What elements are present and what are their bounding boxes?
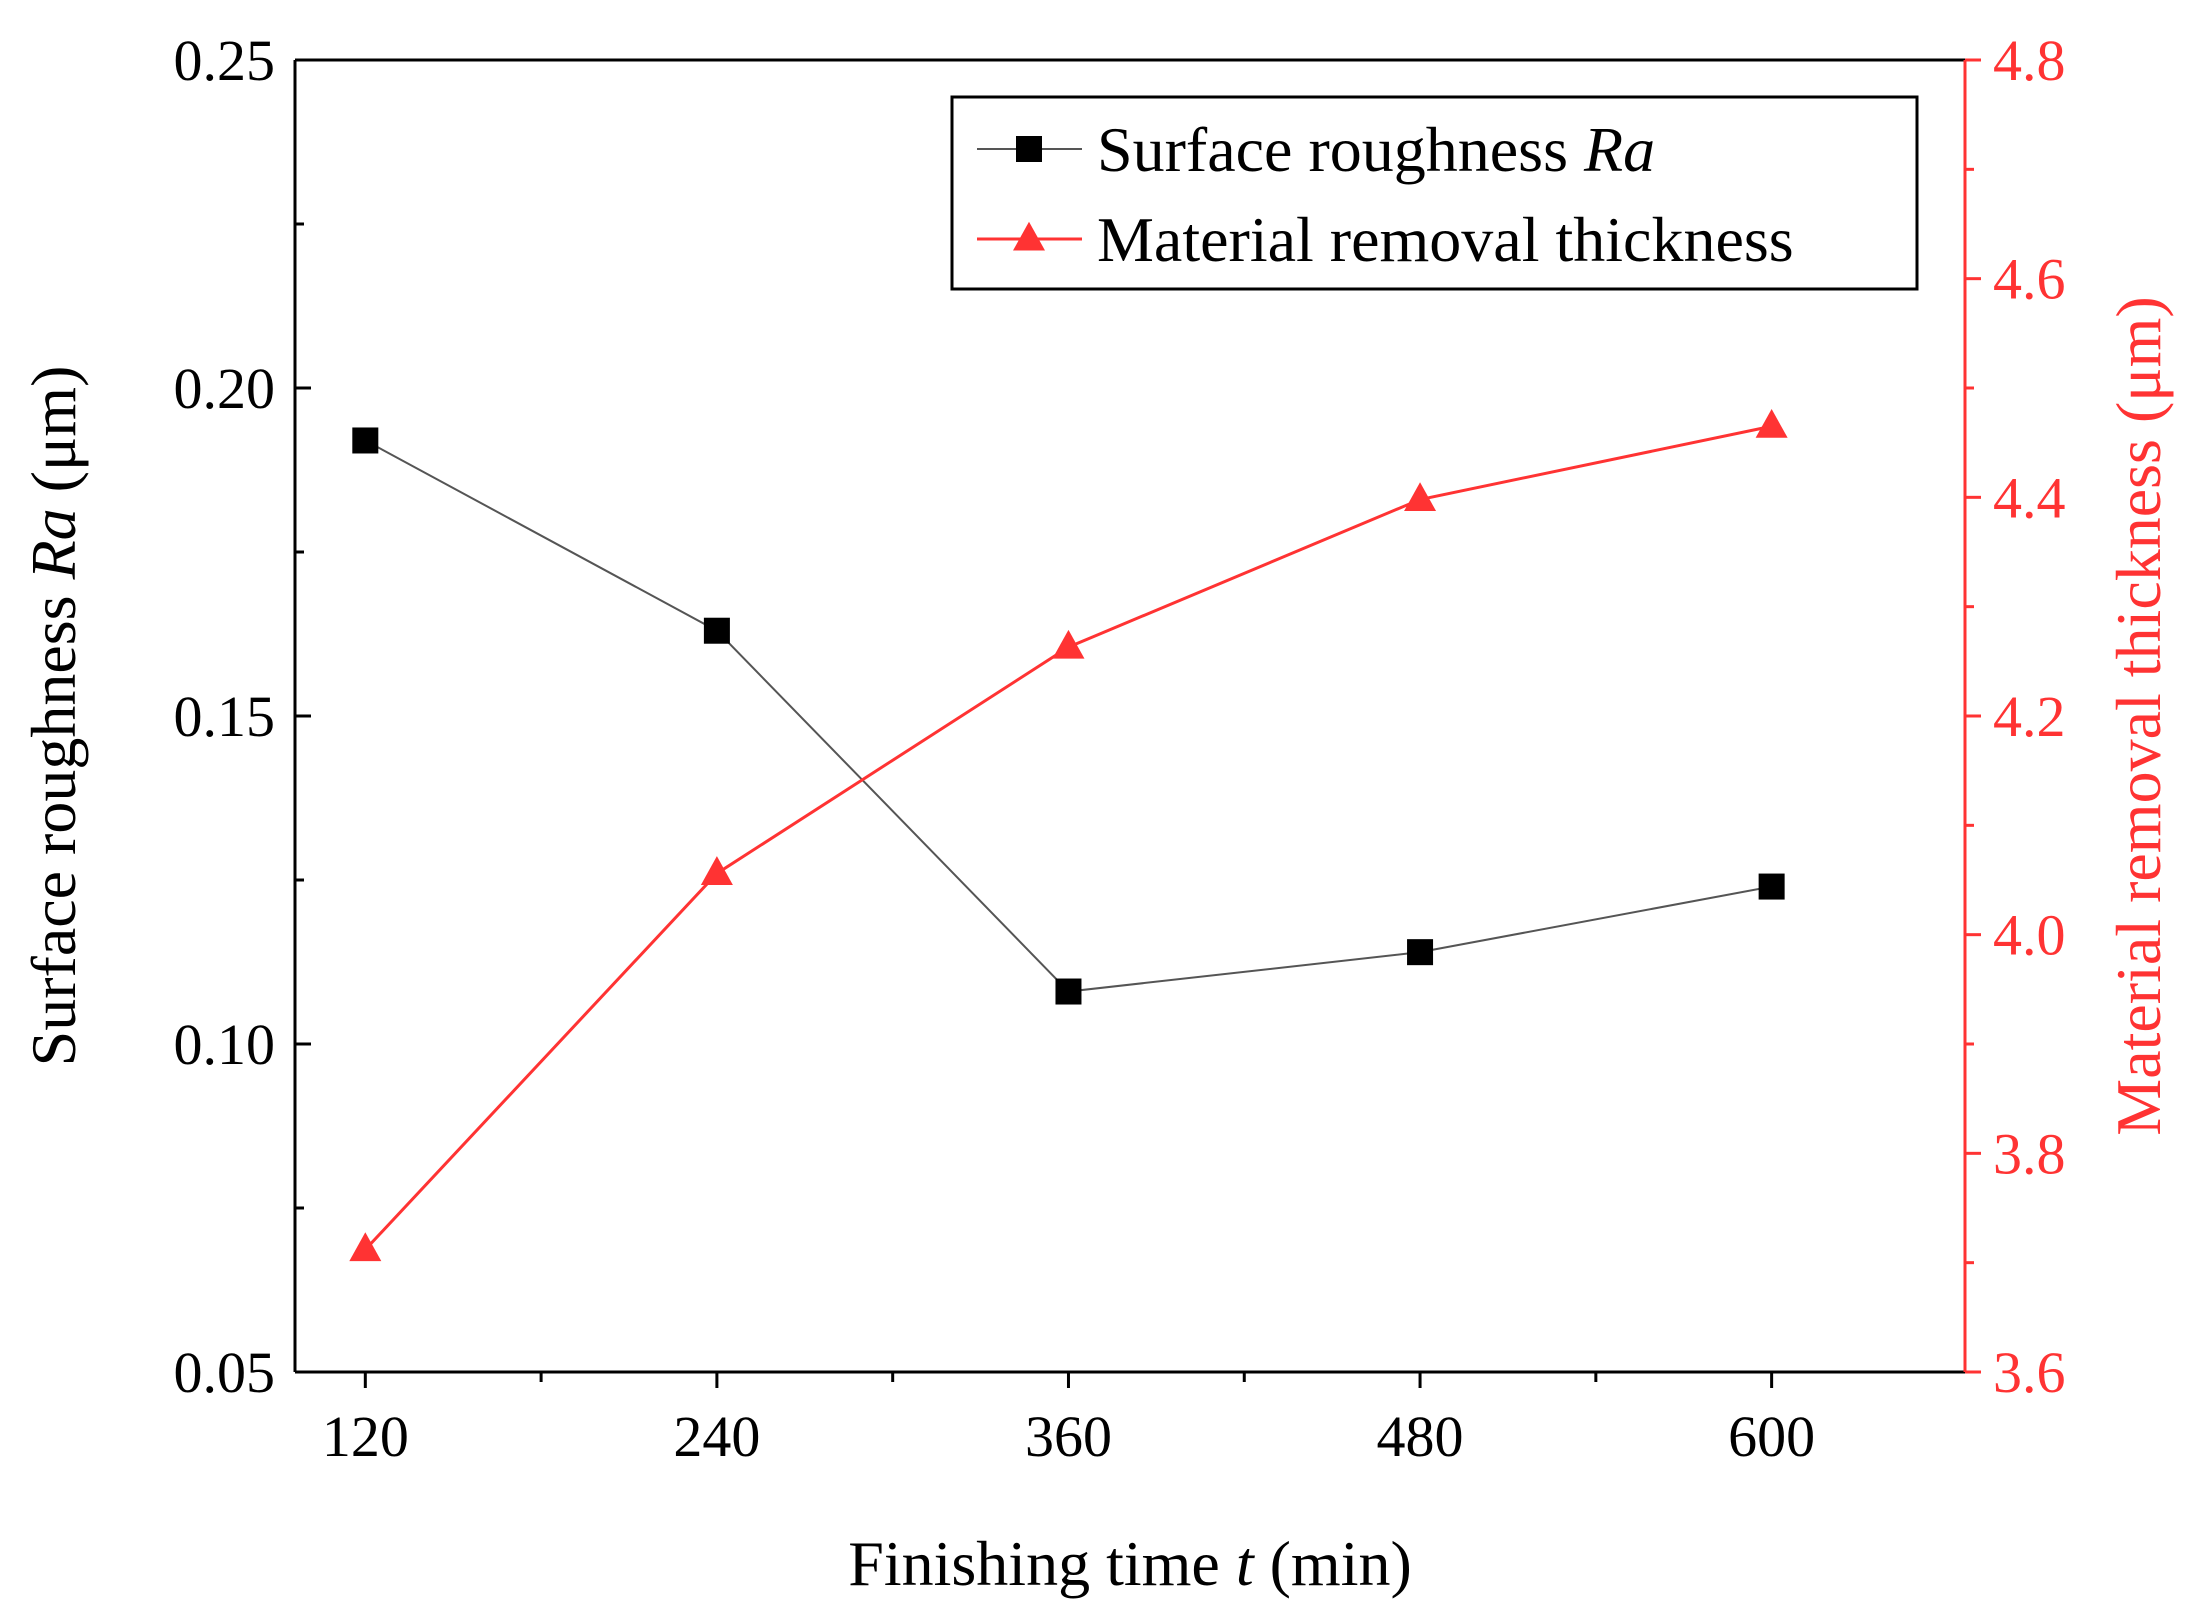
series-2-point [349, 1232, 382, 1262]
y-left-axis-label: Surface roughness Ra (μm) [18, 366, 89, 1067]
y-left-tick-label: 0.20 [174, 356, 276, 421]
x-tick-label: 360 [1025, 1404, 1112, 1469]
y-right-tick-label: 4.0 [1993, 903, 2066, 968]
y-right-tick-label: 4.6 [1993, 247, 2066, 312]
series-2-point [700, 856, 733, 885]
series-1-point [352, 427, 379, 454]
y-right-tick-label: 4.2 [1993, 684, 2066, 749]
legend-series-1-label: Surface roughness Ra [1097, 114, 1655, 185]
series-1-line [364, 439, 1772, 993]
x-tick-label: 480 [1377, 1404, 1464, 1469]
legend-box [950, 95, 1919, 291]
legend-series-2-marker [1013, 221, 1045, 251]
legend-series-1-marker [1016, 136, 1042, 162]
legend: Surface roughness Ra Material removal thi… [950, 95, 1919, 291]
series-2-point [1755, 408, 1788, 438]
series-1-point [1758, 873, 1785, 900]
series-2-point [1052, 629, 1085, 659]
y-left-tick-label: 0.25 [174, 28, 276, 93]
series-1-point [1055, 978, 1082, 1005]
y-left-tick-label: 0.05 [174, 1340, 276, 1405]
series-2-line [364, 424, 1772, 1251]
x-axis-label: Finishing time t (min) [848, 1528, 1412, 1599]
series-1-point [1407, 939, 1434, 966]
series-layer [349, 408, 1788, 1262]
legend-series-2-label: Material removal thickness [1097, 204, 1794, 275]
y-left-tick-label: 0.15 [174, 684, 276, 749]
y-right-axis-label: Material removal thickness (μm) [2103, 296, 2174, 1135]
x-tick-label: 240 [673, 1404, 760, 1469]
y-right-tick-label: 4.8 [1993, 28, 2066, 93]
y-right-tick-label: 3.8 [1993, 1121, 2066, 1186]
axis-label-layer: Finishing time t (min) Surface roughness … [18, 296, 2174, 1599]
x-tick-label: 120 [322, 1404, 409, 1469]
y-left-tick-label: 0.10 [174, 1012, 276, 1077]
series-1-point [703, 617, 730, 644]
tick-layer: 120 240 360 480 600 0.05 0.10 0.15 0.20 0.25 3.6 3.… [174, 28, 2066, 1469]
series-2-point [1404, 482, 1437, 512]
y-right-tick-label: 3.6 [1993, 1340, 2066, 1405]
y-right-tick-label: 4.4 [1993, 465, 2066, 530]
x-tick-label: 600 [1728, 1404, 1815, 1469]
